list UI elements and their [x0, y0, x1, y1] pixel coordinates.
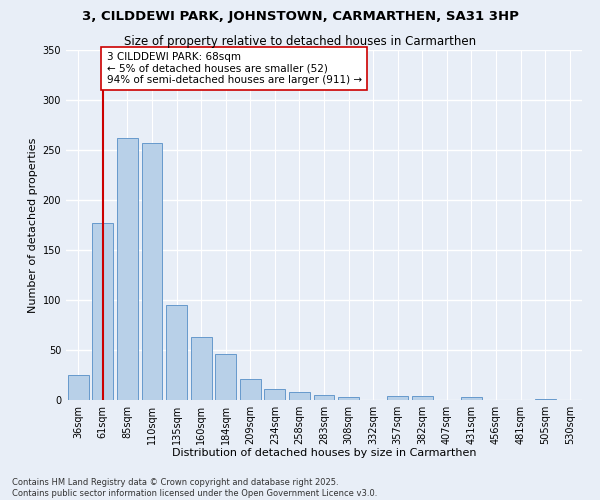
Bar: [68, 375, 89, 400]
Bar: [117, 138, 138, 400]
Bar: [387, 396, 408, 400]
Bar: [142, 143, 163, 400]
Bar: [191, 337, 212, 400]
Bar: [289, 392, 310, 400]
Bar: [314, 395, 334, 400]
X-axis label: Distribution of detached houses by size in Carmarthen: Distribution of detached houses by size …: [172, 448, 476, 458]
Bar: [166, 305, 187, 400]
Bar: [240, 379, 261, 400]
Bar: [535, 399, 556, 400]
Text: 3 CILDDEWI PARK: 68sqm
← 5% of detached houses are smaller (52)
94% of semi-deta: 3 CILDDEWI PARK: 68sqm ← 5% of detached …: [107, 52, 362, 85]
Bar: [265, 389, 286, 400]
Text: 3, CILDDEWI PARK, JOHNSTOWN, CARMARTHEN, SA31 3HP: 3, CILDDEWI PARK, JOHNSTOWN, CARMARTHEN,…: [82, 10, 518, 23]
Bar: [461, 397, 482, 400]
Bar: [338, 397, 359, 400]
Y-axis label: Number of detached properties: Number of detached properties: [28, 138, 38, 312]
Bar: [92, 223, 113, 400]
Text: Size of property relative to detached houses in Carmarthen: Size of property relative to detached ho…: [124, 35, 476, 48]
Bar: [215, 354, 236, 400]
Bar: [412, 396, 433, 400]
Text: Contains HM Land Registry data © Crown copyright and database right 2025.
Contai: Contains HM Land Registry data © Crown c…: [12, 478, 377, 498]
